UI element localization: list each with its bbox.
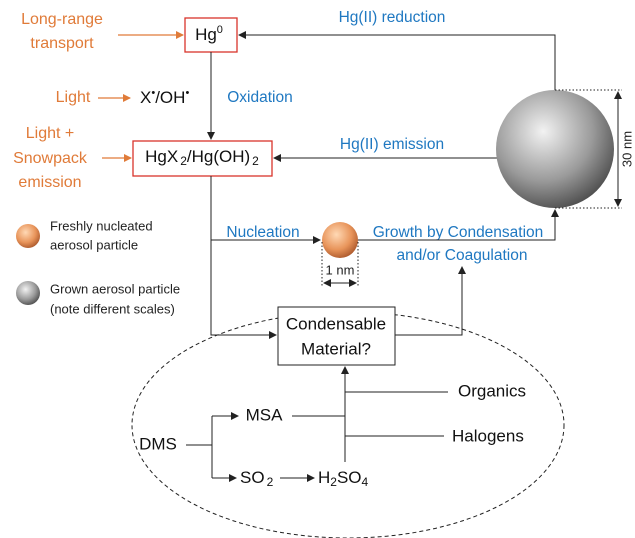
node-box [132,140,273,177]
process-label: Hg(II) reduction [339,9,446,26]
text: /Hg(OH) [187,147,250,166]
process-label: Nucleation [226,224,299,241]
arrow [210,176,277,339]
node-label: SO 2 [240,468,274,489]
node-label: Material? [301,339,371,358]
superscript: • [185,87,189,99]
node-label: X•/OH• [140,87,189,108]
node-box [277,306,396,366]
superscript: • [151,87,155,99]
nucleated-particle [322,222,358,258]
text: /OH [155,88,185,107]
text: SO [240,468,265,487]
source-label: transport [30,35,94,52]
node-box [184,17,238,53]
grown-particle [496,90,614,208]
scale-label: 1 nm [326,262,355,277]
source-label: Long-range [21,11,103,28]
source-label: emission [18,174,81,191]
node-label: Halogens [452,426,524,445]
legend-label: aerosol particle [50,237,138,252]
subscript: 2 [180,154,187,168]
source-label: Light [56,89,91,106]
source-label: Light + [26,125,74,142]
text: X [140,88,151,107]
text: H [318,468,330,487]
superscript: 0 [217,24,223,36]
node-label: MSA [246,405,284,424]
text: Hg [195,25,217,44]
node-label: DMS [139,434,177,453]
text: HgX [145,147,178,166]
legend-label: Freshly nucleated [50,218,153,233]
legend-icon [16,281,40,305]
legend-label: (note different scales) [50,301,175,316]
text: SO [337,468,362,487]
arrow [358,209,559,241]
subscript: 2 [330,475,337,489]
legend-icon [16,224,40,248]
legend-label: Grown aerosol particle [50,281,180,296]
source-label: Snowpack [13,150,88,167]
scale-label: 30 nm [619,131,634,167]
subscript: 4 [362,475,369,489]
node-label: Organics [458,381,526,400]
subscript: 2 [267,475,274,489]
arrow [238,31,556,90]
node-label: Hg0 [195,24,223,45]
subscript: 2 [252,154,259,168]
process-label: Growth by Condensation [373,224,544,241]
node-label: HgX 2/Hg(OH) 2 [145,147,259,168]
process-label: Hg(II) emission [340,136,444,153]
node-label: Condensable [286,314,386,333]
node-label: H2SO4 [318,468,369,489]
arrow [395,266,466,336]
process-label: Oxidation [227,89,292,106]
process-label: and/or Coagulation [397,247,528,264]
